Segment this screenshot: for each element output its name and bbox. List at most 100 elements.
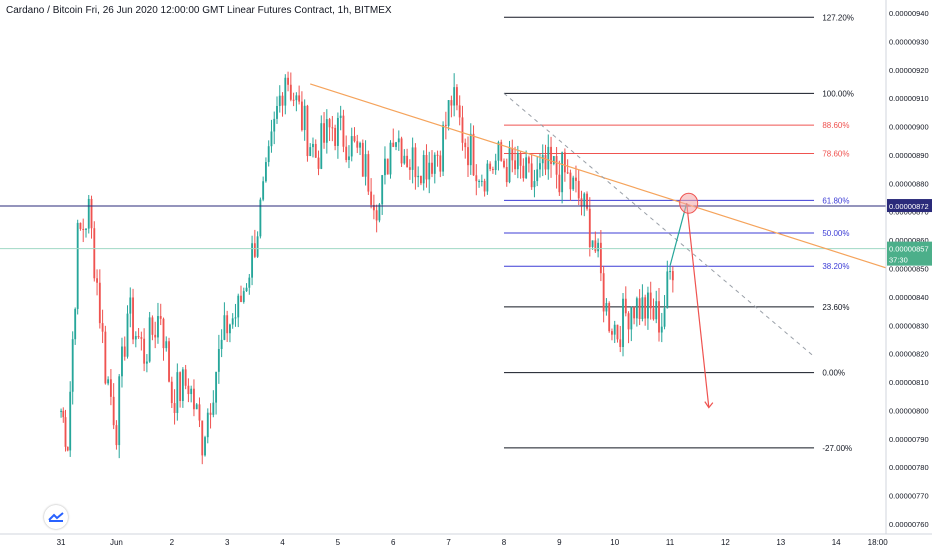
x-tick-label: Jun (110, 538, 123, 547)
candle-body (497, 142, 500, 161)
candle-body (586, 193, 588, 209)
drawings[interactable] (0, 83, 932, 409)
price-axis-bg (886, 0, 932, 550)
fib-trend-line (503, 92, 815, 357)
candle-body (458, 105, 461, 118)
fib-level-label: 50.00% (822, 229, 849, 238)
candle-body (154, 334, 157, 338)
candle-body (123, 346, 126, 357)
candle-body (339, 115, 342, 118)
candle-body (563, 152, 566, 173)
candle-body (417, 175, 420, 178)
candle-body (112, 396, 115, 426)
fib-level-label: 38.20% (822, 262, 849, 271)
candle-body (350, 136, 353, 157)
candle-body (104, 331, 107, 384)
candle-body (137, 336, 140, 338)
candle-body (624, 298, 627, 314)
candles (60, 71, 674, 465)
x-tick-label: 10 (610, 538, 619, 547)
candle-body (359, 142, 361, 148)
candle-body (176, 372, 179, 413)
candle-body (143, 338, 146, 364)
fib-level-label: 88.60% (822, 121, 849, 130)
candle-body (608, 303, 611, 332)
candle-body (90, 198, 93, 229)
candle-body (115, 425, 118, 446)
x-tick-label: 14 (832, 538, 841, 547)
candle-body (193, 388, 195, 410)
y-tick-label: 0.00000790 (889, 435, 929, 444)
candle-body (364, 154, 367, 177)
candle-body (647, 292, 649, 319)
candle-body (159, 316, 162, 319)
candle-body (370, 191, 373, 205)
candle-body (539, 163, 541, 170)
candle-body (558, 174, 561, 193)
candle-body (323, 123, 325, 143)
candle-body (151, 317, 154, 335)
fib-retracement[interactable]: 127.20% 100.00% 88.60% 78.60% 61.80% 50.00% 38… (503, 13, 854, 453)
candle-body (525, 157, 528, 179)
candle-body (206, 412, 209, 438)
candle-body (157, 316, 159, 338)
candle-body (519, 153, 522, 166)
candle-body (101, 323, 104, 332)
candle-body (345, 146, 348, 160)
candle-body (447, 100, 450, 126)
candle-body (289, 84, 292, 100)
candle-body (204, 437, 206, 456)
candle-body (378, 204, 381, 221)
candle-body (588, 208, 591, 247)
candle-body (66, 446, 69, 451)
candle-body (270, 131, 273, 147)
y-tick-label: 0.00000820 (889, 350, 929, 359)
tradingview-logo-icon[interactable] (44, 505, 68, 529)
candle-body (591, 240, 594, 247)
y-tick-label: 0.00000880 (889, 179, 929, 188)
time-axis-bg (0, 534, 932, 550)
candle-body (361, 142, 364, 177)
candle-body (511, 148, 514, 161)
y-tick-label: 0.00000800 (889, 406, 929, 415)
candle-body (348, 156, 350, 160)
candle-body (215, 371, 218, 403)
candle-body (552, 156, 555, 164)
candle-body (439, 155, 442, 172)
candle-body (64, 417, 67, 447)
candle-body (314, 143, 317, 158)
candle-body (469, 133, 472, 166)
candle-body (544, 155, 547, 170)
candle-body (107, 379, 110, 384)
candle-body (461, 117, 464, 143)
target-ellipse (679, 192, 699, 214)
candle-body (295, 95, 298, 101)
candle-body (663, 308, 666, 327)
candle-body (278, 95, 281, 106)
candle-body (550, 146, 552, 164)
candle-body (190, 388, 193, 395)
candle-body (547, 146, 550, 170)
countdown-label: 37:30 (889, 256, 908, 265)
y-tick-label: 0.00000780 (889, 463, 929, 472)
candle-body (145, 361, 148, 364)
candle-body (217, 348, 220, 372)
candle-body (658, 301, 660, 333)
candle-body (118, 376, 121, 446)
candle-body (389, 142, 392, 175)
candle-body (444, 124, 447, 126)
candle-body (98, 282, 101, 324)
candle-body (522, 165, 525, 179)
x-tick-label: 7 (446, 538, 451, 547)
candle-body (486, 163, 489, 192)
candle-body (577, 180, 580, 199)
candle-body (500, 142, 503, 161)
candle-body (284, 77, 287, 106)
candle-body (331, 127, 334, 129)
candle-body (292, 99, 295, 101)
candle-body (201, 420, 204, 456)
candle-body (400, 138, 403, 164)
